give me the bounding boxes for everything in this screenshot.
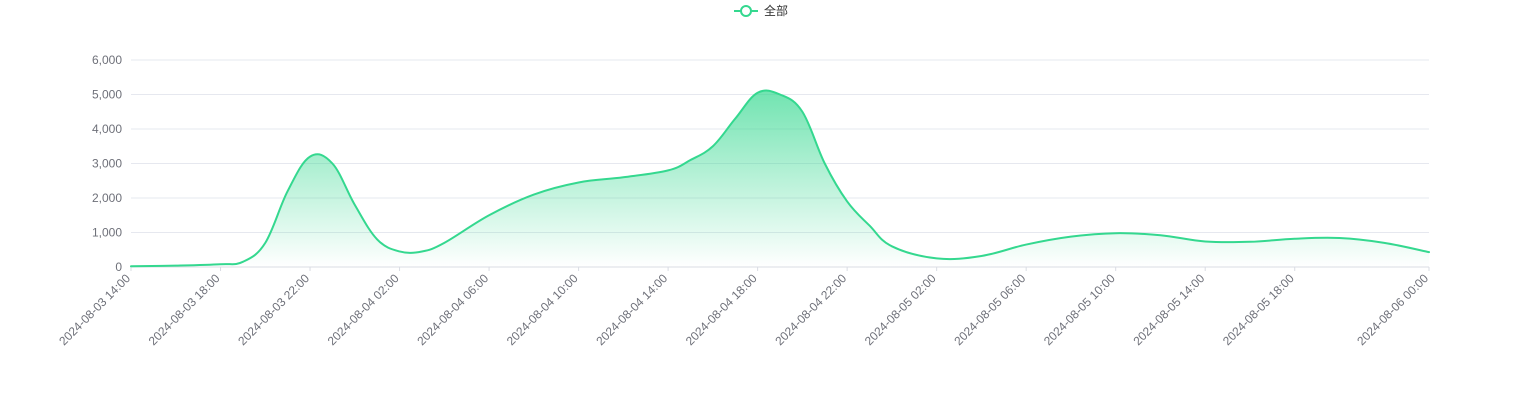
x-tick-label: 2024-08-06 00:00 [1354, 271, 1431, 348]
x-tick-label: 2024-08-04 14:00 [593, 271, 670, 348]
x-tick-label: 2024-08-04 06:00 [414, 271, 491, 348]
y-tick-label: 6,000 [92, 53, 122, 67]
y-tick-label: 3,000 [92, 157, 122, 171]
x-tick-label: 2024-08-03 14:00 [56, 271, 133, 348]
x-tick-label: 2024-08-05 10:00 [1041, 271, 1118, 348]
x-tick-label: 2024-08-03 18:00 [146, 271, 223, 348]
x-tick-label: 2024-08-05 02:00 [862, 271, 939, 348]
x-axis: 2024-08-03 14:00 2024-08-03 18:00 2024-08-… [56, 266, 1431, 348]
x-tick-label: 2024-08-03 22:00 [235, 271, 312, 348]
x-tick-label: 2024-08-05 18:00 [1220, 271, 1297, 348]
x-tick-label: 2024-08-05 14:00 [1130, 271, 1207, 348]
y-axis: 0 1,000 2,000 3,000 4,000 5,000 6,000 [92, 53, 122, 274]
x-tick-label: 2024-08-05 06:00 [951, 271, 1028, 348]
y-tick-label: 4,000 [92, 122, 122, 136]
legend[interactable]: 全部 [734, 3, 788, 18]
series-line[interactable] [130, 89, 1430, 268]
x-tick-label: 2024-08-04 02:00 [325, 271, 402, 348]
y-tick-label: 5,000 [92, 88, 122, 102]
circle-line-icon [740, 5, 752, 17]
y-tick-label: 2,000 [92, 191, 122, 205]
legend-label: 全部 [764, 3, 788, 18]
series-group [130, 89, 1430, 268]
series-area [131, 90, 1429, 268]
x-tick-label: 2024-08-04 18:00 [683, 271, 760, 348]
y-tick-label: 0 [115, 260, 122, 274]
x-tick-label: 2024-08-04 22:00 [772, 271, 849, 348]
x-tick-label: 2024-08-04 10:00 [504, 271, 581, 348]
y-tick-label: 1,000 [92, 226, 122, 240]
